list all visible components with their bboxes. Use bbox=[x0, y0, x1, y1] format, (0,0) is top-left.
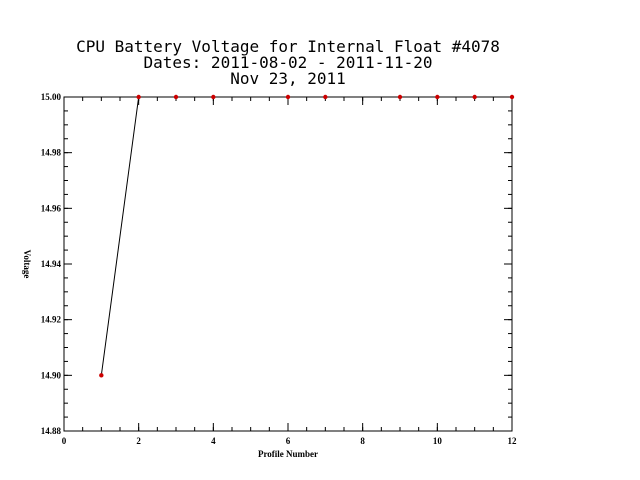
data-point bbox=[285, 94, 291, 100]
x-tick-label: 8 bbox=[360, 436, 365, 446]
data-point bbox=[323, 94, 328, 100]
y-tick-label: 14.94 bbox=[41, 259, 62, 269]
x-tick-label: 2 bbox=[136, 436, 141, 446]
y-tick-label: 14.96 bbox=[41, 203, 62, 213]
x-tick-label: 4 bbox=[211, 436, 216, 446]
chart-title: CPU Battery Voltage for Internal Float #… bbox=[76, 37, 500, 88]
data-point bbox=[435, 94, 440, 100]
x-tick-label: 12 bbox=[508, 436, 518, 446]
plot-frame bbox=[63, 96, 513, 432]
data-point bbox=[173, 94, 179, 100]
data-point bbox=[211, 94, 216, 100]
data-point bbox=[509, 94, 515, 100]
chart-title-line-3: Nov 23, 2011 bbox=[230, 69, 346, 88]
y-axis-label: Voltage bbox=[22, 250, 32, 279]
x-tick-label: 0 bbox=[62, 436, 67, 446]
series-line bbox=[100, 96, 512, 376]
data-point bbox=[136, 94, 141, 100]
series-polyline bbox=[100, 96, 512, 376]
chart-title-line-1: CPU Battery Voltage for Internal Float #… bbox=[76, 37, 500, 56]
x-tick-label: 6 bbox=[286, 436, 291, 446]
y-tick-label: 14.92 bbox=[41, 315, 62, 325]
data-point bbox=[99, 373, 104, 378]
x-tick-label: 10 bbox=[433, 436, 443, 446]
chart-title-line-2: Dates: 2011-08-02 - 2011-11-20 bbox=[144, 53, 433, 72]
data-points bbox=[99, 94, 515, 378]
axis-tick-labels: 0 2 4 6 8 10 12 14.88 14.90 14.92 14.94 14.96 14.98 1… bbox=[41, 92, 517, 446]
data-point bbox=[472, 94, 477, 100]
x-axis-label: Profile Number bbox=[258, 449, 318, 459]
axis-ticks bbox=[63, 96, 513, 432]
y-tick-label: 14.90 bbox=[41, 370, 62, 380]
y-tick-label: 14.88 bbox=[41, 426, 62, 436]
data-point bbox=[397, 94, 403, 100]
y-tick-label: 14.98 bbox=[41, 148, 62, 158]
y-tick-label: 15.00 bbox=[41, 92, 62, 102]
